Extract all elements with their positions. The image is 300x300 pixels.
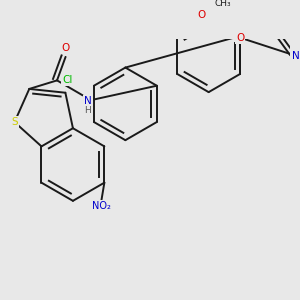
Text: N: N — [292, 51, 300, 61]
Text: O: O — [61, 44, 70, 53]
Text: H: H — [85, 106, 92, 115]
Text: NO₂: NO₂ — [92, 201, 111, 211]
Text: CH₃: CH₃ — [214, 0, 231, 8]
Text: O: O — [198, 10, 206, 20]
Text: N: N — [84, 96, 92, 106]
Text: O: O — [236, 33, 244, 43]
Text: S: S — [11, 117, 18, 127]
Text: Cl: Cl — [62, 75, 73, 85]
